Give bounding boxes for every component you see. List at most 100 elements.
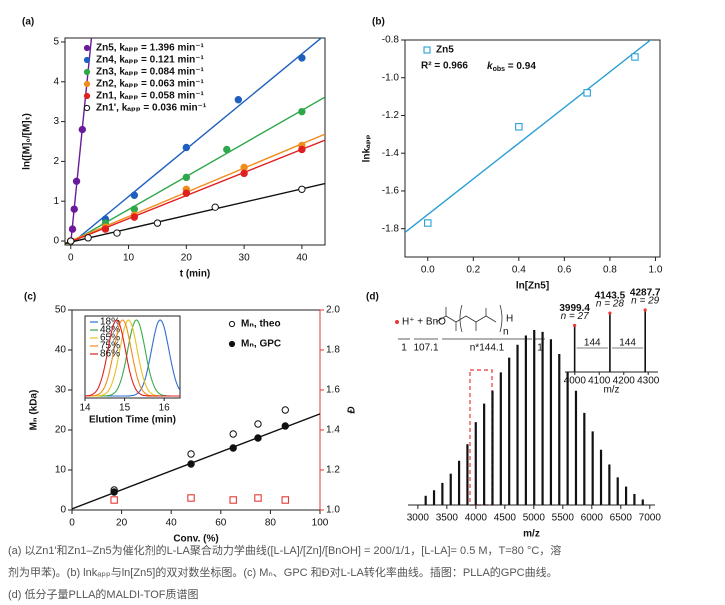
zoom-box [469, 369, 493, 506]
point [583, 89, 591, 97]
y-axis-label: ln([M]₀/[M]ₜ) [22, 113, 33, 170]
y-tick-label: 1 [53, 196, 59, 207]
x-tick-label: 0 [68, 253, 74, 264]
y2-tick-label: 1.0 [326, 505, 340, 516]
spacing-label: 144 [619, 338, 636, 349]
y-tick-label: -1.0 [382, 72, 400, 83]
fit-line [65, 139, 325, 245]
x-tick-label: 4000 [465, 513, 488, 524]
inset-x-tick-label: 4100 [588, 376, 611, 387]
x-tick-label: 40 [166, 518, 178, 529]
point [101, 225, 110, 233]
panel-label: (b) [372, 17, 385, 28]
peak-n-label: n = 28 [596, 299, 625, 310]
point [281, 422, 289, 430]
point [72, 177, 81, 186]
y-tick-label: 0 [60, 505, 66, 516]
point [113, 229, 121, 237]
x-tick-label: 20 [116, 518, 128, 529]
inset-legend-label: 18% [100, 317, 120, 328]
x-tick-label: 40 [296, 253, 308, 264]
plot-frame [64, 37, 326, 246]
x-tick-label: 10 [123, 253, 135, 264]
point [631, 53, 639, 61]
x-axis-label: Conv. (%) [173, 534, 218, 545]
point [298, 185, 306, 193]
inset-x-tick-label: 14 [79, 403, 91, 414]
peak-mz-label: 3999.4 [559, 303, 590, 314]
x-tick-label: 5500 [552, 513, 575, 524]
inset-peak-dot [643, 308, 647, 312]
point [187, 450, 195, 458]
point [515, 123, 523, 131]
legend-label: Mₙ, GPC [241, 339, 281, 350]
legend-label: Zn1, kₐₚₚ = 0.058 min⁻¹ [96, 91, 205, 102]
point [298, 107, 306, 116]
x-tick-label: 60 [215, 518, 227, 529]
point [153, 219, 162, 227]
y-tick-label: 0 [53, 236, 59, 247]
stat-k-symbol: k [487, 61, 493, 72]
y-tick-label: 40 [55, 345, 67, 356]
x-tick-label: 0.6 [557, 265, 571, 276]
stat-k-sub: obs [493, 66, 506, 73]
inset-peak-dot [573, 323, 577, 328]
caption-line: (d) 低分子量PLLA的MALDI-TOF质谱图 [8, 587, 199, 601]
point [281, 406, 289, 414]
y-tick-label: 3 [53, 116, 59, 127]
point [187, 494, 195, 502]
legend-marker [83, 80, 91, 88]
fit-line [65, 182, 325, 245]
x-tick-label: 4500 [494, 513, 517, 524]
y-tick-label: 30 [55, 385, 67, 396]
panel-label: (c) [24, 292, 36, 303]
point [240, 169, 248, 178]
legend-label: Zn3, kₐₚₚ = 0.084 min⁻¹ [96, 67, 205, 78]
point [68, 225, 77, 233]
stat-k-value: = 0.94 [505, 61, 536, 72]
y-tick-label: -0.8 [382, 35, 400, 46]
point [182, 173, 191, 182]
point [254, 494, 262, 502]
fragment-mass: n*144.1 [470, 343, 505, 354]
y-axis-label: Mₙ (kDa) [29, 390, 40, 431]
ion-dot [395, 320, 399, 324]
legend-marker [83, 56, 91, 64]
point [182, 189, 191, 197]
panel-label: (d) [366, 292, 379, 303]
y-tick-label: 20 [55, 425, 67, 436]
x-tick-label: 100 [312, 518, 329, 529]
inset-x-tick-label: 4000 [564, 376, 587, 387]
gpc-curve [85, 319, 180, 397]
legend-marker [83, 92, 91, 100]
x-tick-label: 7000 [639, 513, 662, 524]
point [70, 205, 78, 213]
y2-tick-label: 1.8 [326, 345, 340, 356]
point [130, 205, 139, 213]
y2-tick-label: 1.2 [326, 465, 340, 476]
point [234, 96, 243, 104]
peak-n-label: n = 27 [561, 311, 590, 322]
peak-n-label: n = 29 [631, 296, 660, 307]
point [110, 488, 118, 496]
point [67, 237, 75, 245]
y-tick-label: 4 [53, 76, 59, 87]
legend-label: Zn5 [436, 45, 454, 56]
y-tick-label: 50 [55, 305, 67, 316]
point [298, 145, 306, 154]
inset-legend-label: 75% [100, 341, 120, 352]
legend-marker [83, 68, 91, 76]
x-tick-label: 30 [239, 253, 251, 264]
inset-x-tick-label: 15 [119, 403, 131, 414]
point [254, 434, 262, 442]
point [78, 125, 87, 134]
x-tick-label: 0.0 [421, 265, 435, 276]
y-axis-label: lnkₐₚₚ [362, 134, 373, 162]
point [229, 444, 237, 452]
structure-repeat: n [503, 327, 509, 338]
inset-x-label: Elution Time (min) [89, 415, 176, 426]
legend-label: Zn4, kₐₚₚ = 0.121 min⁻¹ [96, 55, 205, 66]
point [110, 496, 118, 504]
point [254, 420, 262, 428]
stat-k: kobs = 0.94 [487, 61, 536, 73]
